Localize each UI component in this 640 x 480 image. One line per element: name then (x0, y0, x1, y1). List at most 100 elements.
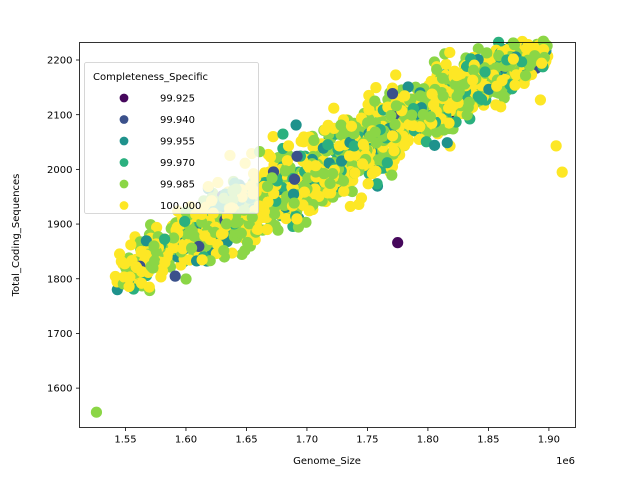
scatter-point (463, 96, 475, 108)
x-tick-label: 1.60 (175, 435, 197, 446)
scatter-point (337, 175, 350, 187)
scatter-point (267, 131, 279, 143)
x-tick-label: 1.55 (114, 435, 136, 446)
scatter-point (109, 270, 121, 283)
plot-frame (79, 42, 576, 428)
x-axis-ticks: 1.55 1.60 1.65 1.70 1.75 1.80 1.85 1.90 (114, 427, 560, 446)
legend-marker (119, 158, 129, 167)
scatter-point (436, 72, 449, 84)
legend-entries: 99.925 99.940 99.955 99.970 99.985 100.000 (119, 93, 201, 212)
scatter-point (179, 215, 191, 228)
scatter-point (290, 119, 302, 131)
scatter-point (215, 228, 228, 240)
scatter-point (382, 101, 394, 113)
y-axis-ticks: 1600 1700 1800 1900 2000 2100 2200 (47, 56, 80, 395)
scatter-point (510, 69, 522, 81)
legend-marker (119, 115, 129, 124)
legend-marker (119, 136, 129, 146)
scatter-point (451, 90, 463, 103)
scatter-point (386, 88, 399, 100)
scatter-point (440, 58, 452, 70)
scatter-point (220, 218, 233, 230)
scatter-point (369, 126, 381, 138)
scatter-point (199, 230, 211, 242)
scatter-point (291, 150, 303, 162)
scatter-point (90, 406, 103, 418)
scatter-point (386, 130, 399, 142)
scatter-point (348, 140, 360, 152)
scatter-point (123, 280, 135, 293)
scatter-point (424, 111, 436, 123)
scatter-point (345, 120, 358, 132)
scatter-point (399, 90, 411, 102)
scatter-point (507, 53, 519, 65)
scatter-point (295, 135, 307, 147)
scatter-point (324, 187, 337, 199)
scatter-point (235, 227, 247, 239)
legend-background (84, 62, 259, 214)
scatter-point (491, 80, 503, 92)
scatter-point (218, 244, 230, 257)
scatter-point (159, 256, 171, 269)
scatter-point (328, 102, 340, 114)
scatter-point (349, 167, 361, 179)
scatter-point (119, 258, 131, 270)
scatter-point (246, 211, 258, 223)
scatter-point (143, 281, 155, 293)
scatter-point (356, 158, 369, 170)
scatter-point (385, 110, 397, 122)
x-tick-label: 1.85 (477, 435, 499, 446)
scatter-point (362, 178, 374, 190)
scatter-point (167, 232, 180, 244)
scatter-point (322, 139, 334, 151)
scatter-point (371, 178, 383, 190)
legend-marker (119, 201, 129, 210)
scatter-point (261, 180, 274, 192)
scatter-point (476, 93, 488, 105)
scatter-point (148, 240, 160, 252)
scatter-point (388, 145, 400, 157)
scatter-point (520, 42, 532, 55)
scatter-point (406, 109, 418, 121)
y-tick-label: 2100 (47, 110, 72, 121)
scatter-point (369, 95, 381, 107)
scatter-point (431, 63, 443, 76)
legend-marker (119, 93, 129, 103)
scatter-point (338, 185, 350, 197)
scatter-point (318, 168, 330, 180)
scatter-point (282, 140, 295, 152)
scatter-point (264, 151, 277, 163)
y-axis-label: Total_Coding_Sequences (11, 174, 22, 298)
scatter-point (196, 254, 208, 266)
x-tick-label: 1.65 (235, 435, 257, 446)
y-tick-label: 1700 (47, 329, 72, 340)
scatter-point (236, 248, 248, 261)
scatter-point (125, 239, 137, 251)
scatter-point (183, 228, 195, 240)
y-tick-label: 1600 (47, 384, 72, 395)
scatter-point (472, 43, 484, 55)
scatter-point (392, 237, 404, 249)
legend[interactable]: Completeness_Specific 99.925 99.940 99.955… (84, 62, 259, 214)
scatter-point (281, 155, 293, 167)
scatter-point (288, 197, 300, 209)
y-tick-label: 2000 (47, 165, 72, 176)
scatter-point (441, 137, 453, 149)
scatter-point (169, 270, 181, 282)
x-tick-label: 1.70 (296, 435, 318, 446)
scatter-point (450, 69, 463, 82)
scatter-point (509, 79, 521, 91)
scatter-point (266, 172, 278, 184)
y-tick-label: 2200 (47, 56, 72, 67)
scatter-point (495, 101, 507, 113)
scatter-point (157, 265, 169, 277)
scatter-point (177, 243, 189, 255)
scatter-point (481, 47, 493, 59)
scatter-point (269, 208, 281, 220)
scatter-point (529, 50, 541, 62)
scatter-point (327, 168, 339, 180)
scatter-point (136, 266, 148, 278)
scatter-point (288, 173, 301, 185)
